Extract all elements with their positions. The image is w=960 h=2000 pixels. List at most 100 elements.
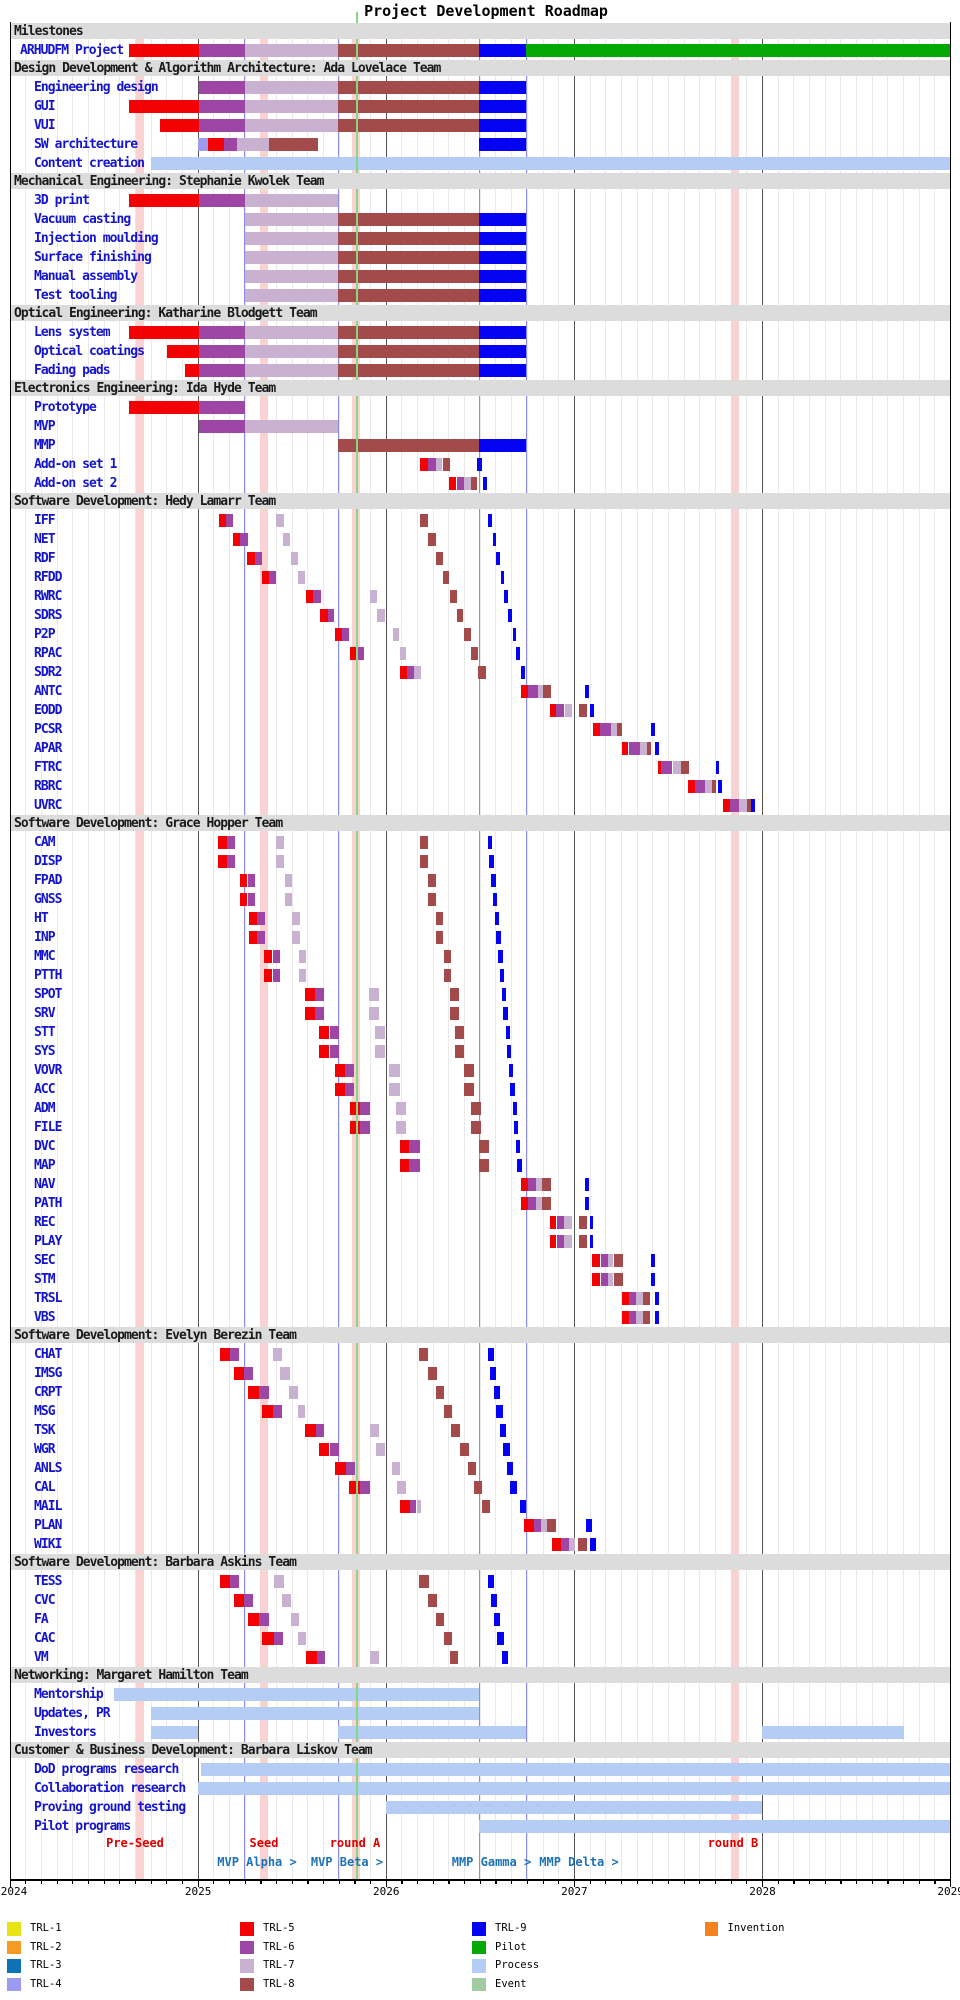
gantt-bar-segment-trl6 — [199, 194, 245, 207]
gridline-year — [385, 23, 387, 1880]
section-label: Software Development: Grace Hopper Team — [14, 815, 283, 831]
gantt-bar-segment-trl8 — [443, 950, 451, 963]
gantt-bar-segment-trl7 — [298, 950, 307, 963]
gantt-bar-segment-trl8 — [338, 100, 479, 113]
gantt-bar-segment-trl8 — [338, 119, 479, 132]
axis-tick-month — [856, 1880, 858, 1884]
legend-swatch — [472, 1922, 486, 1936]
milestone-label: Seed — [249, 1836, 279, 1850]
gantt-bar-segment-trl7 — [639, 742, 647, 755]
section-header — [11, 493, 951, 509]
gantt-bar-segment-trl7 — [292, 931, 300, 944]
axis-year-label: 2026 — [372, 1885, 400, 1898]
gantt-bar-segment-trl5 — [334, 1083, 345, 1096]
task-row-label: INP — [34, 930, 56, 945]
legend-item: Process — [472, 1959, 692, 1973]
gantt-bar-segment-trl5 — [262, 571, 270, 584]
gantt-bar-segment-trl9 — [487, 1348, 494, 1361]
gantt-bar-segment-trl5 — [621, 1311, 629, 1324]
gantt-bar-segment-trl5 — [247, 552, 255, 565]
gantt-bar-segment-trl9 — [504, 590, 509, 603]
gantt-bar-segment-trl9 — [479, 44, 527, 57]
task-row-label: PTTH — [34, 968, 62, 983]
axis-tick-month — [918, 1880, 920, 1884]
axis-tick-month — [401, 1880, 403, 1884]
task-row-label: Investors — [34, 1725, 97, 1740]
gantt-bar-segment-trl7 — [244, 345, 339, 358]
gridline-month — [119, 23, 121, 1880]
gantt-bar-segment-trl7 — [399, 647, 407, 660]
gantt-bar-segment-trl8 — [454, 1045, 465, 1058]
axis-tick-month — [511, 1880, 513, 1884]
gantt-bar-segment-trl6 — [555, 704, 565, 717]
axis-tick-year — [761, 1880, 764, 1887]
axis-tick-month — [605, 1880, 607, 1884]
gridline-month — [887, 23, 889, 1880]
gantt-bar-segment-trl6 — [244, 1594, 253, 1607]
gantt-bar-segment-trl6 — [629, 1311, 637, 1324]
task-row-label: APAR — [34, 741, 62, 756]
gantt-bar-segment-trl5 — [520, 685, 528, 698]
gantt-bar-segment-trl7 — [244, 326, 339, 339]
gantt-bar-segment-trl6 — [359, 1481, 371, 1494]
gantt-bar-segment-trl5 — [129, 326, 200, 339]
gantt-bar-segment-process — [113, 1688, 479, 1701]
milestone-label: Pre-Seed — [106, 1836, 164, 1850]
axis-tick-month — [276, 1880, 278, 1884]
gantt-bar-segment-trl7 — [276, 836, 285, 849]
legend-swatch — [240, 1977, 254, 1991]
section-header — [11, 1667, 951, 1683]
gantt-bar-segment-trl7 — [536, 1197, 543, 1210]
event-line — [243, 23, 246, 1880]
gantt-bar-segment-trl9 — [497, 1632, 504, 1645]
legend-swatch — [472, 1977, 486, 1991]
axis-year-label: 2028 — [749, 1885, 776, 1898]
gantt-bar-segment-trl6 — [257, 912, 266, 925]
axis-year-label: 2029 — [937, 1885, 960, 1898]
gantt-bar-segment-trl7 — [636, 1292, 644, 1305]
milestone-band — [136, 23, 145, 1880]
task-row-label: FILE — [34, 1120, 62, 1135]
section-label: Mechanical Engineering: Stephanie Kwolek… — [14, 173, 324, 189]
axis-tick-month — [699, 1880, 701, 1884]
legend-label: TRL-8 — [263, 1977, 295, 1990]
axis-tick-month — [793, 1880, 795, 1884]
gantt-bar-segment-trl6 — [730, 799, 739, 812]
gantt-bar-segment-trl9 — [589, 1235, 594, 1248]
task-row-label: MVP — [34, 419, 56, 434]
gantt-bar-segment-trl9 — [491, 1594, 497, 1607]
gantt-bar-segment-trl6 — [600, 1254, 608, 1267]
legend-label: TRL-4 — [30, 1977, 62, 1990]
gantt-bar-segment-trl5 — [262, 1632, 274, 1645]
task-row-label: RFDD — [34, 570, 62, 585]
gantt-bar-segment-trl7 — [289, 1386, 298, 1399]
gridline-month — [244, 23, 246, 1880]
gantt-bar-segment-trl5 — [349, 647, 358, 660]
gantt-bar-segment-trl6 — [534, 1519, 541, 1532]
gantt-bar-segment-trl8 — [542, 1197, 551, 1210]
gantt-bar-segment-trl6 — [341, 628, 349, 641]
gantt-bar-segment-trl8 — [338, 270, 479, 283]
gridline-month — [87, 23, 89, 1880]
gantt-bar-segment-process — [386, 1801, 763, 1814]
gantt-bar-segment-trl7 — [672, 761, 681, 774]
section-header — [11, 815, 951, 831]
axis-tick-month — [354, 1880, 356, 1884]
gridline-year — [761, 23, 763, 1880]
gantt-bar-segment-trl9 — [519, 1500, 527, 1513]
gantt-bar-segment-trl5 — [218, 836, 227, 849]
task-row-label: VUI — [34, 118, 56, 133]
gantt-bar-segment-trl5 — [319, 1443, 330, 1456]
legend-item: TRL-3 — [7, 1959, 227, 1973]
gridline-month — [464, 23, 466, 1880]
axis-tick-month — [307, 1880, 309, 1884]
gantt-bar-segment-trl5 — [593, 723, 600, 736]
gantt-bar-segment-trl7 — [414, 666, 421, 679]
axis-tick-month — [652, 1880, 654, 1884]
gridline-month — [72, 23, 74, 1880]
gantt-bar-segment-trl9 — [512, 1102, 517, 1115]
legend-label: TRL-9 — [495, 1922, 527, 1934]
axis-tick-month — [777, 1880, 779, 1884]
gantt-bar-segment-trl5 — [399, 1140, 409, 1153]
gantt-bar-segment-trl7 — [541, 1519, 548, 1532]
